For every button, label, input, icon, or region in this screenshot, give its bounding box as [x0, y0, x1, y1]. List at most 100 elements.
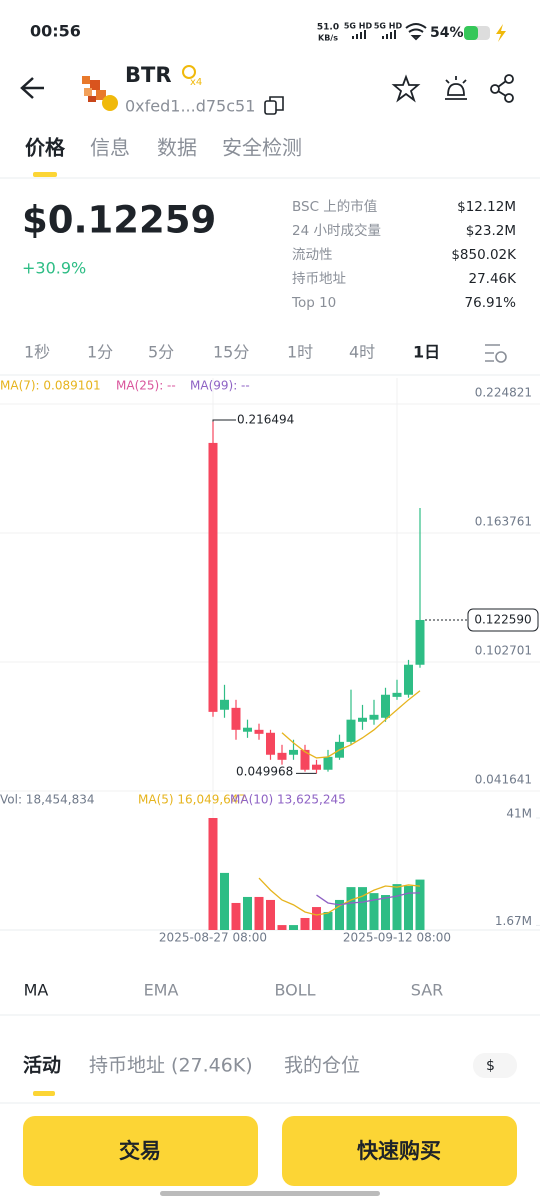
candle-body — [220, 699, 229, 710]
indicator[interactable]: MA — [24, 981, 49, 1000]
volume-bar — [404, 886, 413, 930]
stat-value: $23.2M — [466, 223, 516, 239]
stat-value: 27.46K — [468, 271, 517, 287]
candle-body — [300, 749, 310, 770]
currency-toggle[interactable] — [473, 1053, 517, 1078]
volume-label: Vol: 18,454,834 — [0, 793, 95, 807]
indicator[interactable]: EMA — [144, 981, 179, 1000]
net-speed: 51.0 — [317, 23, 339, 33]
interval[interactable]: 5分 — [148, 343, 174, 362]
tab[interactable]: 数据 — [157, 136, 197, 160]
signal: 5G HD — [374, 22, 403, 31]
volume-bar — [266, 899, 275, 930]
signal: 5G HD — [344, 22, 373, 31]
volume-bar — [381, 895, 390, 930]
interval[interactable]: 4时 — [349, 343, 375, 362]
volume-bar — [208, 818, 218, 930]
y-tick-label: 0.224821 — [475, 386, 532, 400]
candle-body — [243, 727, 252, 732]
favorite-button[interactable] — [391, 74, 421, 103]
candle-body — [358, 717, 367, 722]
candle-body — [231, 707, 241, 730]
tab[interactable]: 安全检测 — [222, 136, 302, 160]
token-name: BTR — [125, 63, 172, 87]
chart-area: 0.224821 0.163761 0.102701 0.041641 2025-08-… — [0, 378, 540, 945]
home-indicator — [160, 1191, 380, 1196]
activity-tab[interactable]: 我的仓位 — [284, 1055, 360, 1077]
candle-body — [415, 619, 425, 665]
y-tick-label: 0.041641 — [475, 773, 532, 787]
candle-body — [323, 756, 333, 770]
tab-indicator — [33, 1091, 55, 1096]
volume-bar — [300, 917, 310, 930]
interval[interactable]: 15分 — [213, 343, 249, 362]
stat-value: 76.91% — [465, 295, 517, 311]
ma-line — [316, 892, 421, 906]
volume-bar — [346, 887, 356, 930]
battery: 54% — [430, 25, 464, 41]
candle-body — [254, 729, 264, 734]
volume-bar — [254, 896, 264, 930]
stat-value: $12.12M — [457, 199, 516, 215]
annotation-line — [212, 419, 236, 422]
legend-entry: MA(99): -- — [190, 379, 250, 393]
price: $0.12259 — [22, 199, 216, 242]
volume-bar — [369, 893, 379, 930]
stat-label: BSC 上的市值 — [292, 198, 377, 215]
signal-bars — [352, 30, 396, 39]
candle-body — [289, 749, 298, 755]
tab[interactable]: 信息 — [90, 136, 130, 160]
x-tick-label: 2025-08-27 08:00 — [159, 931, 267, 945]
y-tick-label: 41M — [506, 807, 532, 821]
trade-button[interactable] — [23, 1116, 258, 1186]
interval[interactable]: 1分 — [87, 343, 113, 362]
copy-button[interactable] — [264, 96, 284, 115]
back-button[interactable] — [20, 77, 44, 99]
activity-tab[interactable]: 活动 — [23, 1054, 61, 1077]
interval[interactable]: 1秒 — [24, 343, 50, 362]
buy-button[interactable] — [282, 1116, 517, 1186]
legend-entry: MA(10) 13,625,245 — [230, 793, 346, 807]
volume-bar — [335, 899, 344, 930]
volume-bar — [415, 879, 425, 930]
currency: $ — [486, 1058, 495, 1074]
activity-tab[interactable]: 持币地址 (27.46K) — [89, 1055, 253, 1077]
volume-bar — [392, 884, 402, 930]
address: 0xfed1...d75c51 — [125, 97, 255, 116]
volume-bar — [312, 907, 321, 930]
candle-body — [266, 732, 275, 755]
stat-value: $850.02K — [451, 247, 517, 263]
ma-line — [258, 877, 421, 916]
clock: 00:56 — [30, 22, 81, 41]
volume-bar — [277, 925, 287, 930]
candle-body — [208, 442, 218, 712]
tab-indicator — [33, 172, 57, 177]
wifi-icon — [405, 23, 427, 41]
candle-body — [404, 664, 413, 695]
net-unit: KB/s — [318, 34, 338, 43]
chart-settings[interactable] — [485, 344, 507, 363]
tab[interactable]: 价格 — [25, 136, 66, 160]
button-label: 交易 — [119, 1139, 161, 1163]
volume-bar — [220, 872, 229, 930]
interval[interactable]: 1日 — [413, 343, 440, 362]
share-button[interactable] — [490, 74, 514, 103]
candle-body — [369, 714, 379, 720]
candle-body — [346, 719, 356, 742]
volume-bar — [243, 896, 252, 930]
candle-body — [277, 752, 287, 760]
volume-bar — [289, 925, 298, 930]
badge-icon — [182, 65, 196, 79]
indicator[interactable]: BOLL — [274, 981, 315, 1000]
volume-bar — [231, 902, 241, 930]
stat-label: Top 10 — [291, 295, 336, 311]
badge: x4 — [190, 77, 202, 88]
legend-entry: MA(5) 16,049,647 — [138, 793, 246, 807]
indicator[interactable]: SAR — [411, 981, 444, 1000]
alert-button[interactable] — [445, 76, 467, 100]
volume-bar — [323, 911, 333, 930]
interval[interactable]: 1时 — [287, 343, 313, 362]
y-tick-label: 0.102701 — [475, 644, 532, 658]
